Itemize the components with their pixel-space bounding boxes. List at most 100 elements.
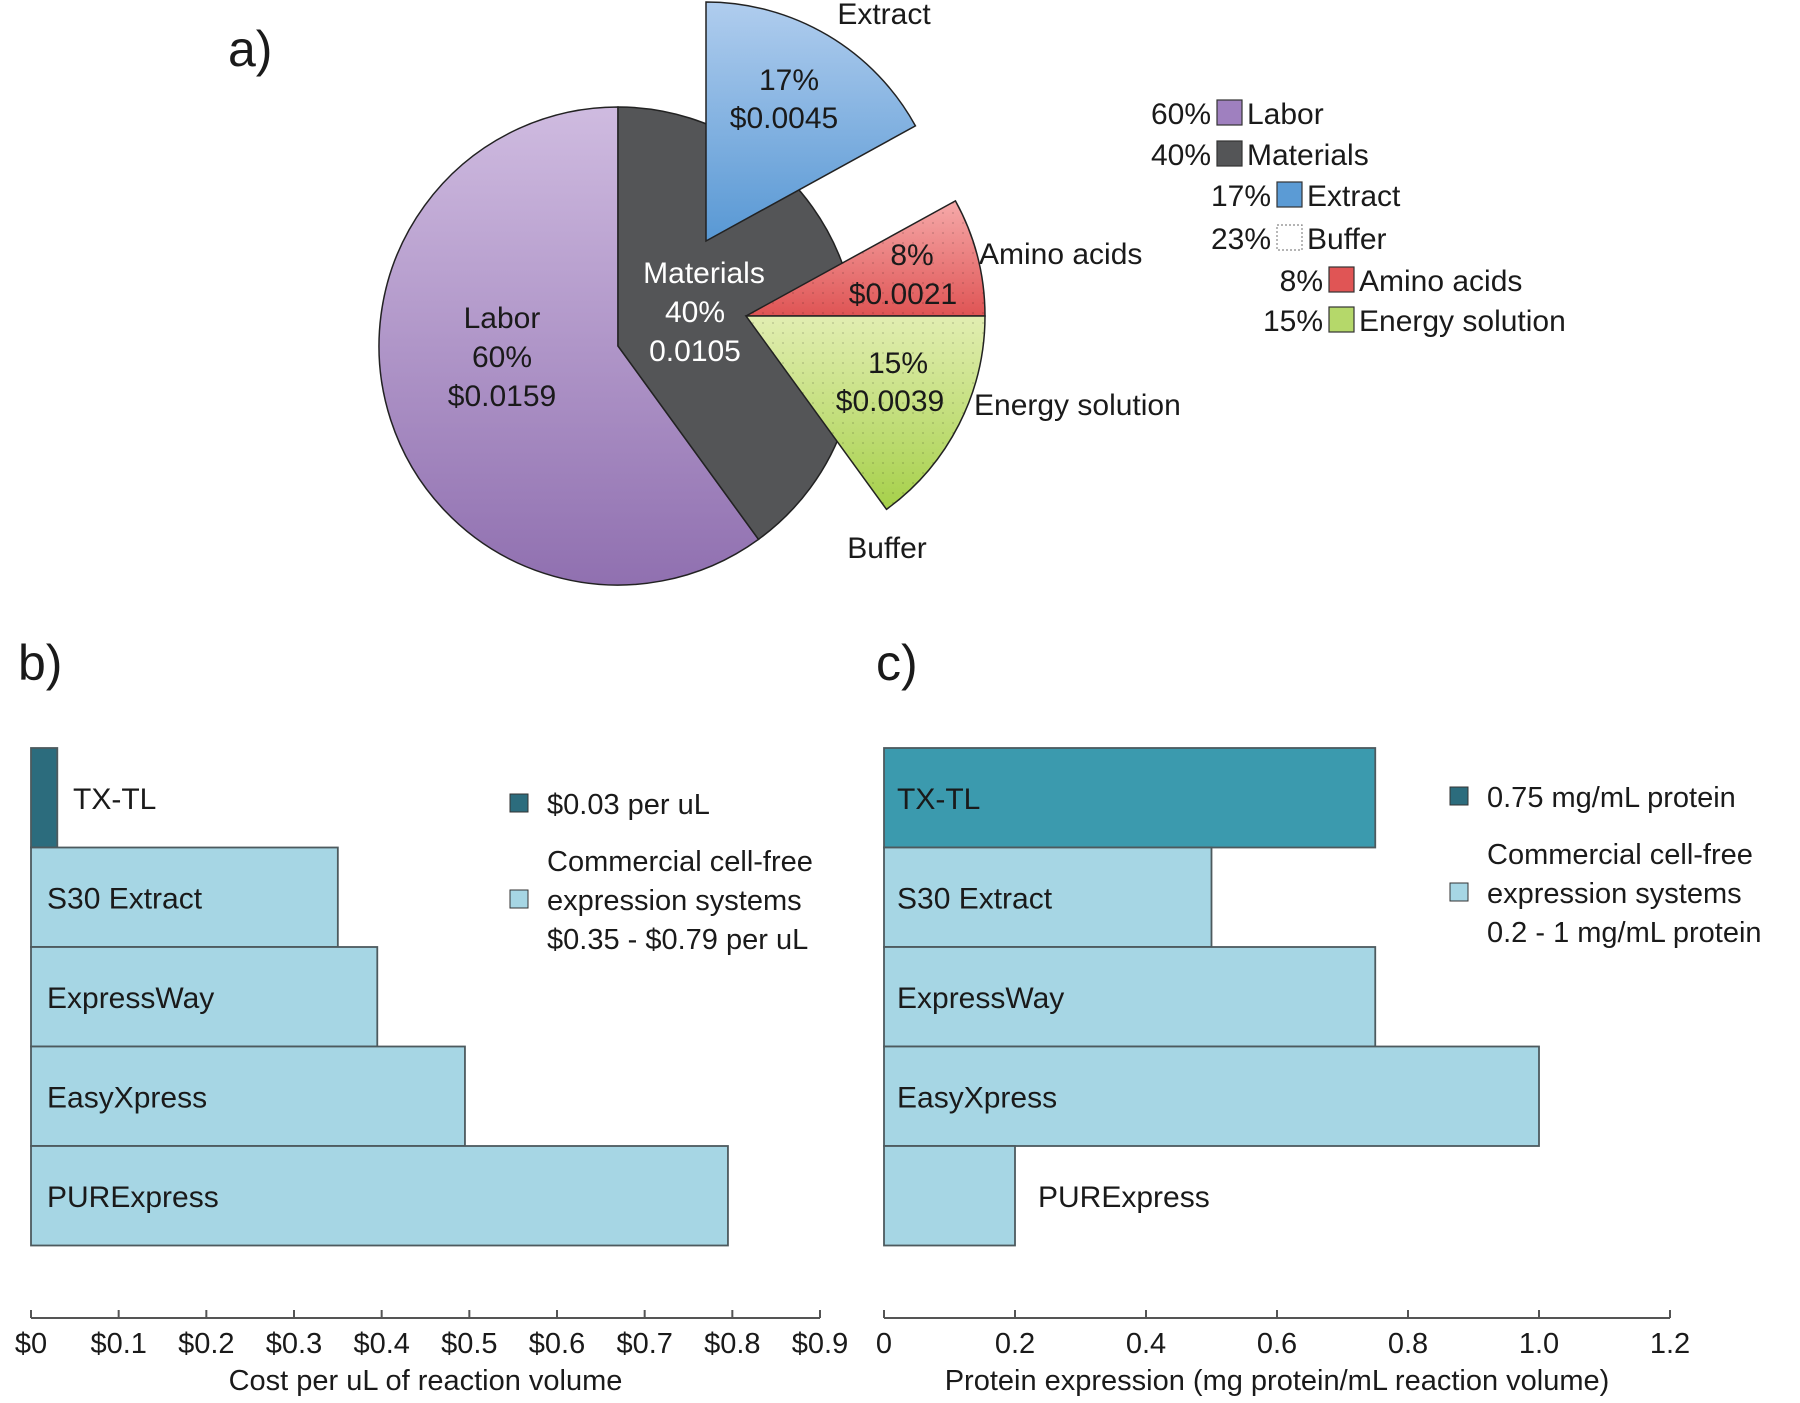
x-tick-label: 0.4: [1126, 1328, 1166, 1360]
bar-label: S30 Extract: [47, 882, 203, 915]
legend-item: 23% Buffer: [1211, 223, 1387, 256]
bar-label: TX-TL: [897, 783, 980, 816]
label-materials-value: 0.0105: [649, 335, 741, 368]
bar: [30, 1045, 466, 1147]
panel-label-a: a): [228, 21, 272, 77]
bar-label: TX-TL: [73, 783, 156, 816]
legend-item: 8% Amino acids: [1280, 265, 1523, 298]
legend-label: Commercial cell-free: [1487, 839, 1753, 871]
legend-swatch: [509, 793, 529, 813]
legend-swatch: [1216, 99, 1243, 126]
label-extract-percent: 17%: [759, 64, 819, 97]
legend-swatch: [1276, 181, 1303, 208]
legend-item: $0.03 per uL: [509, 789, 710, 821]
legend-item: Commercial cell-free expression systems $0…: [509, 846, 813, 956]
bar-label: S30 Extract: [897, 882, 1053, 915]
bar-label: PURExpress: [47, 1181, 219, 1214]
legend-item: 15% Energy solution: [1263, 305, 1566, 338]
legend-percent: 8%: [1280, 265, 1323, 298]
bar-label: ExpressWay: [897, 982, 1064, 1015]
legend-label: $0.03 per uL: [547, 789, 710, 821]
bar: [30, 747, 59, 849]
pie-slice-amino-texture: [746, 200, 985, 316]
label-amino-percent: 8%: [890, 239, 933, 272]
x-tick-label: 0: [876, 1328, 892, 1360]
outer-label-buffer: Buffer: [847, 532, 927, 565]
label-labor-percent: 60%: [472, 341, 532, 374]
bar-label: EasyXpress: [897, 1081, 1057, 1114]
label-labor: Labor: [464, 302, 541, 335]
x-tick-label: $0.4: [353, 1328, 409, 1360]
label-amino-value: $0.0021: [849, 278, 957, 311]
cost-bar-chart: TX-TL S30 Extract ExpressWay EasyXpress PURE…: [15, 747, 848, 1397]
x-tick-label: 0.6: [1257, 1328, 1297, 1360]
legend-label: Commercial cell-free: [547, 846, 813, 878]
x-axis-title: Protein expression (mg protein/mL reacti…: [945, 1365, 1610, 1397]
x-tick-label: $0.7: [616, 1328, 672, 1360]
label-materials: Materials: [643, 257, 765, 290]
x-tick-label: $0.6: [529, 1328, 585, 1360]
legend-label: Buffer: [1307, 223, 1387, 256]
bar-label: EasyXpress: [47, 1081, 207, 1114]
outer-label-amino-acids: Amino acids: [979, 238, 1142, 271]
legend-swatch: [1449, 882, 1469, 902]
bar: [883, 946, 1377, 1048]
bar: [883, 1045, 1540, 1147]
x-tick-label: $0: [15, 1328, 47, 1360]
bar: [30, 846, 339, 948]
x-tick-label: $0.8: [704, 1328, 760, 1360]
legend-item: 60% Labor: [1151, 98, 1324, 131]
protein-bar-chart: TX-TL S30 Extract ExpressWay EasyXpress PURE…: [876, 747, 1762, 1397]
x-tick-label: 0.8: [1388, 1328, 1428, 1360]
legend-percent: 15%: [1263, 305, 1323, 338]
x-tick-label: 1.0: [1519, 1328, 1559, 1360]
x-tick-label: $0.5: [441, 1328, 497, 1360]
bar-label: ExpressWay: [47, 982, 214, 1015]
legend-item: 0.75 mg/mL protein: [1449, 782, 1736, 814]
label-energy-percent: 15%: [868, 347, 928, 380]
legend-label: $0.35 - $0.79 per uL: [547, 924, 808, 956]
outer-label-energy-solution: Energy solution: [974, 389, 1181, 422]
legend-label: Extract: [1307, 180, 1401, 213]
outer-label-extract: Extract: [837, 0, 931, 31]
legend-percent: 23%: [1211, 223, 1271, 256]
legend-label: 0.2 - 1 mg/mL protein: [1487, 917, 1762, 949]
legend-item: 40% Materials: [1151, 139, 1369, 172]
bar: [883, 1145, 1016, 1247]
legend-percent: 40%: [1151, 139, 1211, 172]
pie-legend: 60% Labor 40% Materials 17% Extract 23% Buffer 8…: [1151, 98, 1566, 338]
x-tick-label: 1.2: [1650, 1328, 1690, 1360]
x-tick-label: $0.3: [266, 1328, 322, 1360]
label-energy-value: $0.0039: [836, 385, 944, 418]
x-tick-label: 0.2: [995, 1328, 1035, 1360]
pie-slice-extract: [705, 1, 917, 243]
legend-label: expression systems: [547, 885, 802, 917]
legend-item: Commercial cell-free expression systems 0.…: [1449, 839, 1762, 949]
pie-chart: Labor 60% $0.0159 Materials 40% 0.0105 17% $0.0…: [378, 0, 1181, 586]
panel-label-b: b): [18, 635, 62, 691]
label-extract-value: $0.0045: [730, 102, 838, 135]
legend-label: expression systems: [1487, 878, 1742, 910]
legend-label: Energy solution: [1359, 305, 1566, 338]
x-tick-label: $0.9: [792, 1328, 848, 1360]
bar: [30, 1145, 729, 1247]
legend-percent: 17%: [1211, 180, 1271, 213]
legend-label: 0.75 mg/mL protein: [1487, 782, 1736, 814]
legend-swatch: [1328, 306, 1355, 333]
x-tick-label: $0.2: [178, 1328, 234, 1360]
legend-label: Materials: [1247, 139, 1369, 172]
legend-swatch: [1216, 140, 1243, 167]
legend-item: 17% Extract: [1211, 180, 1401, 213]
legend-swatch: [1276, 224, 1303, 251]
label-materials-percent: 40%: [665, 296, 725, 329]
pie-slice-energy-texture: [746, 316, 985, 510]
panel-label-c: c): [876, 635, 918, 691]
legend-label: Labor: [1247, 98, 1324, 131]
label-labor-value: $0.0159: [448, 380, 556, 413]
legend-label: Amino acids: [1359, 265, 1522, 298]
x-tick-label: $0.1: [90, 1328, 146, 1360]
pie-slice-labor: [378, 106, 760, 586]
bar: [883, 846, 1213, 948]
legend-swatch: [1328, 266, 1355, 293]
